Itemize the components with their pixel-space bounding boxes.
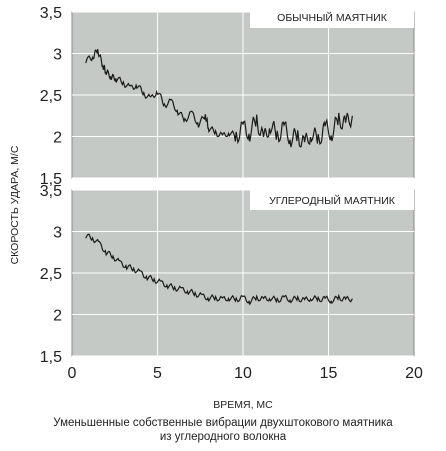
- x-tick-label: 15: [320, 365, 338, 382]
- x-axis-label: ВРЕМЯ, МС: [213, 399, 273, 411]
- caption-line-1: Уменьшенные собственные вибрации двухшто…: [53, 417, 393, 429]
- bottom-title: УГЛЕРОДНЫЙ МАЯТНИК: [269, 194, 396, 207]
- y-tick-label: 2: [53, 130, 62, 147]
- top-title: ОБЫЧНЫЙ МАЯТНИК: [277, 11, 388, 24]
- bottom-y-ticks: 1,5 2 2,5 3 3,5: [40, 183, 62, 366]
- y-tick-label: 1,5: [40, 171, 62, 188]
- bottom-series-line: [85, 233, 353, 306]
- y-tick-label: 2,5: [40, 88, 62, 105]
- x-tick-label: 20: [405, 365, 423, 382]
- y-tick-label: 2,5: [40, 266, 62, 283]
- x-tick-label: 5: [153, 365, 162, 382]
- caption-line-2: из углеродного волокна: [159, 431, 287, 443]
- x-tick-label: 0: [68, 365, 77, 382]
- y-tick-label: 3,5: [40, 183, 62, 200]
- y-tick-label: 3: [53, 47, 62, 64]
- bottom-x-ticks: 0 5 10 15 20: [68, 365, 423, 382]
- bottom-panel: 1,5 2 2,5 3 3,5 0 5 10 15 20 УГЛЕРОДНЫЙ МАЯТНИК: [40, 183, 423, 382]
- top-grid: [72, 11, 414, 179]
- top-panel: 1,5 2 2,5 3 3,5 ОБЫЧНЫЙ МАЯТНИК: [40, 5, 415, 188]
- y-tick-label: 3: [53, 225, 62, 242]
- top-series-line: [85, 48, 353, 148]
- y-axis-label: СКОРОСТЬ УДАРА, М/С: [9, 145, 21, 264]
- top-title-box: [250, 6, 414, 28]
- y-tick-label: 3,5: [40, 5, 62, 22]
- y-tick-label: 1,5: [40, 349, 62, 366]
- x-tick-label: 10: [234, 365, 252, 382]
- bottom-title-box: [250, 188, 414, 210]
- top-y-ticks: 1,5 2 2,5 3 3,5: [40, 5, 62, 188]
- bottom-grid: [72, 189, 414, 357]
- y-tick-label: 2: [53, 308, 62, 325]
